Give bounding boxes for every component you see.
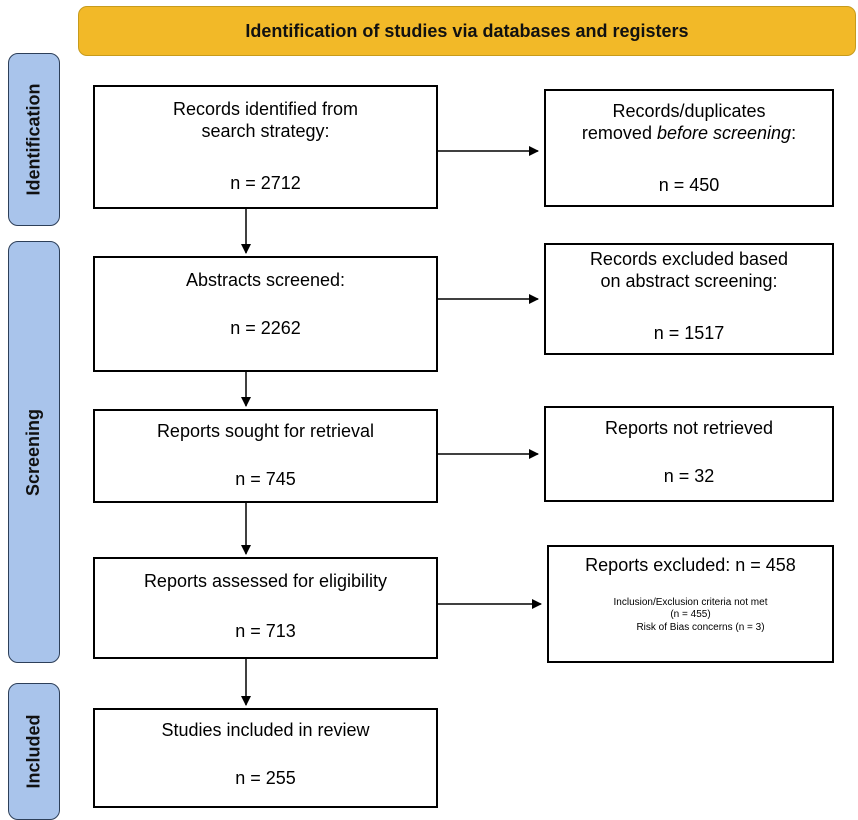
excluded-abstract-count: n = 1517 <box>653 323 725 343</box>
abstracts-screened-title: Abstracts screened: <box>185 270 346 290</box>
phase-included-label: Included <box>23 714 44 789</box>
abstracts-screened-box: Abstracts screened: n = 2262 <box>93 256 438 372</box>
excluded-abstract-title: Records excluded based on abstract scree… <box>546 249 832 292</box>
reports-assessed-title: Reports assessed for eligibility <box>143 571 388 591</box>
phase-identification: Identification <box>8 53 60 226</box>
records-identified-count: n = 2712 <box>230 173 301 193</box>
phase-screening: Screening <box>8 241 60 663</box>
studies-included-title: Studies included in review <box>161 720 370 740</box>
not-retrieved-box: Reports not retrieved n = 32 <box>544 406 834 502</box>
duplicates-removed-title-line2: removed before screening: <box>552 123 826 145</box>
reports-excluded-box: Reports excluded: n = 458 Inclusion/Excl… <box>547 545 834 663</box>
duplicates-removed-title-line1: Records/duplicates <box>612 101 766 121</box>
records-identified-title: Records identified from search strategy: <box>95 99 436 142</box>
abstracts-screened-count: n = 2262 <box>230 318 301 338</box>
excluded-abstract-title-line2: on abstract screening: <box>600 270 778 291</box>
reports-sought-box: Reports sought for retrieval n = 745 <box>93 409 438 503</box>
reports-assessed-box: Reports assessed for eligibility n = 713 <box>93 557 438 659</box>
reports-excluded-detail-bias: Risk of Bias concerns (n = 3) <box>636 622 765 633</box>
reports-sought-title: Reports sought for retrieval <box>156 421 375 441</box>
header-title: Identification of studies via databases … <box>245 20 689 41</box>
reports-sought-count: n = 745 <box>235 469 296 489</box>
excluded-abstract-box: Records excluded based on abstract scree… <box>544 243 834 355</box>
records-identified-title-line1: Records identified from <box>172 99 359 119</box>
studies-included-count: n = 255 <box>235 768 296 788</box>
duplicates-removed-title: Records/duplicates removed before screen… <box>546 101 832 144</box>
records-identified-title-line2: search strategy: <box>201 120 330 141</box>
duplicates-removed-box: Records/duplicates removed before screen… <box>544 89 834 207</box>
duplicates-removed-italic: before screening <box>656 122 792 143</box>
duplicates-removed-plain: removed <box>581 122 657 143</box>
excluded-abstract-title-line1: Records excluded based <box>589 249 789 269</box>
header-banner: Identification of studies via databases … <box>78 6 856 56</box>
phase-included: Included <box>8 683 60 820</box>
studies-included-box: Studies included in review n = 255 <box>93 708 438 808</box>
duplicates-removed-suffix: : <box>791 122 797 143</box>
reports-excluded-title: Reports excluded: n = 458 <box>585 555 796 575</box>
duplicates-removed-count: n = 450 <box>658 175 720 195</box>
not-retrieved-count: n = 32 <box>663 466 715 486</box>
records-identified-box: Records identified from search strategy:… <box>93 85 438 209</box>
reports-excluded-detail-count: (n = 455) <box>670 609 711 620</box>
not-retrieved-title: Reports not retrieved <box>604 418 774 438</box>
phase-identification-label: Identification <box>23 83 44 196</box>
phase-screening-label: Screening <box>23 408 44 496</box>
reports-assessed-count: n = 713 <box>235 621 296 641</box>
reports-excluded-detail-criteria: Inclusion/Exclusion criteria not met <box>613 597 768 608</box>
